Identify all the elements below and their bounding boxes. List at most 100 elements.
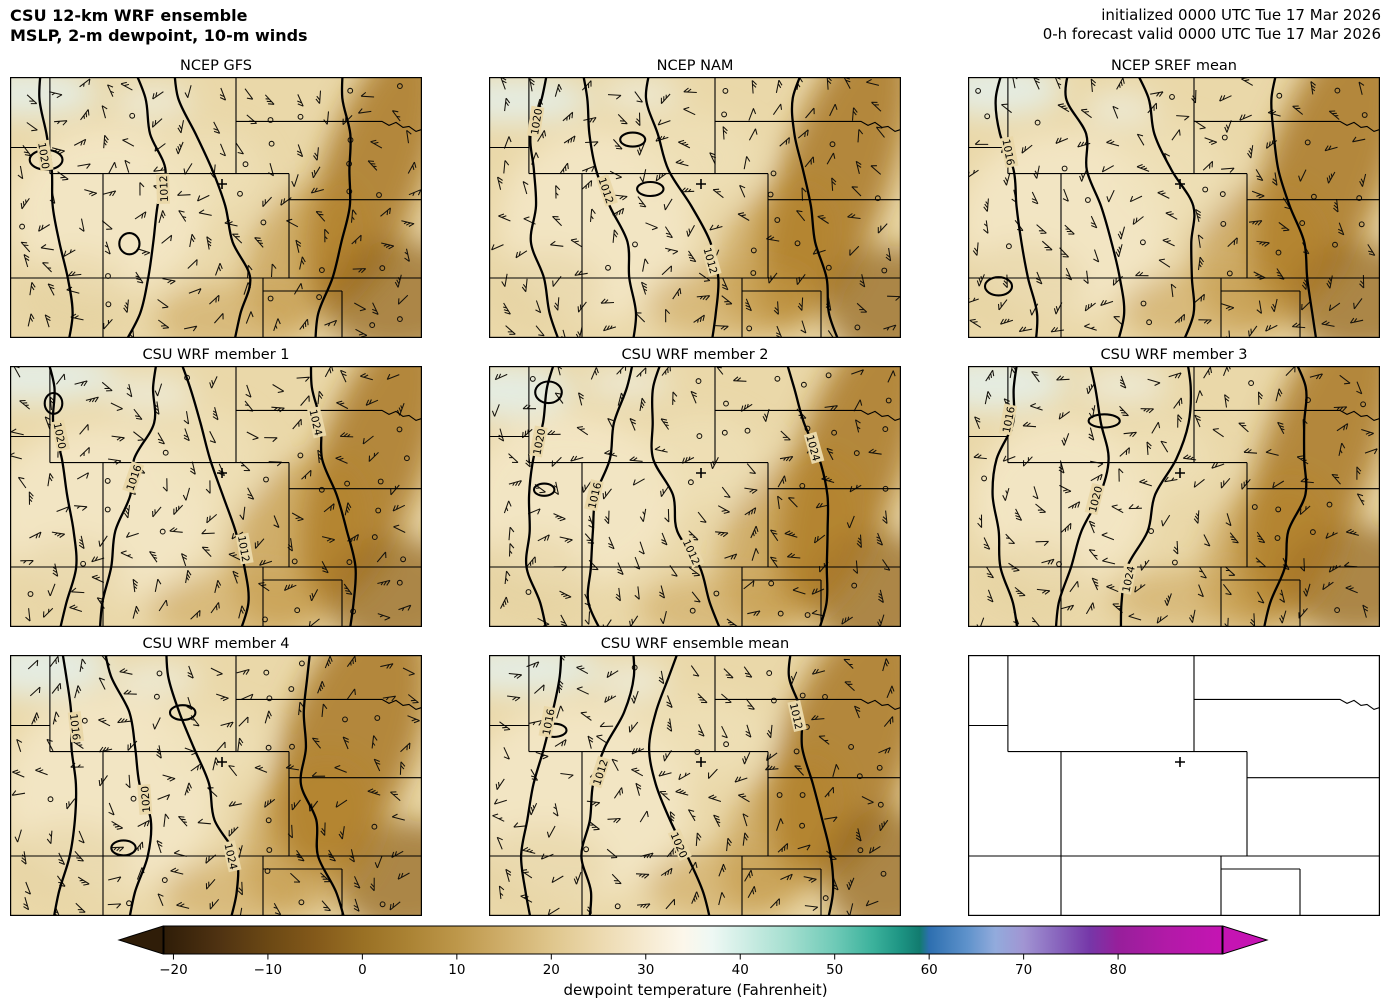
location-marker [1175,756,1185,767]
state-borders-layer [10,76,422,338]
wind-barbs-layer [968,76,1376,338]
isobar-label: 1020 [137,783,153,815]
isobar-label: 1016 [538,705,558,738]
colorbar-gradient-bar [163,925,1222,955]
panel-csu-wrf-member-3: CSU WRF member 3 1016 1020 1024 [968,338,1380,627]
panel-blank-outline [968,627,1380,916]
svg-text:1024: 1024 [221,842,239,871]
panel-frame [968,76,1380,338]
dewpoint-shading-layer [10,365,422,627]
panel-title-csu-wrf-member-3: CSU WRF member 3 [1100,346,1248,363]
svg-text:1020: 1020 [529,108,545,136]
state-borders-layer [968,654,1380,916]
panel-csu-wrf-member-1: CSU WRF member 1 1020 1016 1012 1024 [10,338,422,627]
location-marker [217,467,227,478]
isobar-label: 1020 [51,419,70,452]
state-borders-layer [489,76,901,338]
panel-title-blank [968,627,1380,655]
location-marker [696,467,706,478]
state-borders-layer [968,76,1380,338]
init-info-block: initialized 0000 UTC Tue 17 Mar 2026 0-h… [1043,6,1381,44]
colorbar-tick-label: −20 [159,962,188,978]
location-marker [696,178,706,189]
colorbar-tick-label: 30 [637,962,654,978]
panel-frame [968,654,1380,916]
panel-title-ncep-sref-mean: NCEP SREF mean [1111,57,1237,74]
isobar-label: 1012 [156,173,171,204]
panel-grid: NCEP GFS 1020 1012 NCEP NAM 1020 1012 1012 … [0,49,1391,916]
isobar-label: 1012 [787,699,807,732]
svg-text:1016: 1016 [1001,405,1018,434]
colorbar-tick-label: −10 [253,962,281,978]
map-ncep-gfs: 1020 1012 [10,76,422,338]
state-borders-layer [489,365,901,627]
panel-frame [10,654,422,916]
state-borders-layer [968,365,1380,627]
colorbar-tick-label: 70 [1015,962,1032,978]
dewpoint-shading-layer [10,76,422,338]
valid-time-text: 0-h forecast valid 0000 UTC Tue 17 Mar 2… [1042,25,1381,44]
isobar-contours-layer: 1020 1012 [28,76,352,338]
panel-frame [10,365,422,627]
location-marker [1175,467,1185,478]
map-csu-wrf-member-4: 1016 1020 1024 [10,654,422,916]
wind-barbs-layer [491,365,896,627]
panel-title-csu-wrf-member-4: CSU WRF member 4 [142,635,290,652]
figure-header: CSU 12-km WRF ensemble MSLP, 2-m dewpoin… [0,0,1391,47]
isobar-label: 1020 [529,425,548,458]
colorbar-tick-label: 20 [542,962,559,978]
state-borders-layer [10,365,422,627]
svg-text:1020: 1020 [51,422,68,451]
panel-csu-wrf-member-4: CSU WRF member 4 1016 1020 1024 [10,627,422,916]
colorbar-area: −20 −10 0 10 20 30 40 50 60 70 80 dewpoint tempera… [0,924,1391,999]
svg-text:1020: 1020 [35,142,51,170]
isobar-label: 1012 [235,532,254,565]
location-marker [1175,178,1185,189]
svg-text:1012: 1012 [787,702,805,731]
isobar-label: 1020 [35,139,54,172]
panel-title-ncep-nam: NCEP NAM [656,57,734,74]
isobar-label: 1024 [306,406,327,439]
svg-text:1024: 1024 [1120,565,1137,594]
colorbar-tick-label: 10 [448,962,465,978]
svg-text:1012: 1012 [235,535,252,563]
isobar-label: 1016 [998,403,1018,436]
colorbar-left-arrow [116,925,163,955]
isobar-label: 1016 [67,711,85,743]
panel-frame [489,654,901,916]
figure-title-block: CSU 12-km WRF ensemble MSLP, 2-m dewpoin… [10,6,308,47]
location-marker [217,178,227,189]
colorbar-tick-label: 40 [731,962,748,978]
dewpoint-shading-layer [489,365,901,627]
colorbar-label: dewpoint temperature (Fahrenheit) [563,980,828,999]
panel-frame [489,365,901,627]
panel-frame [489,76,901,338]
colorbar: −20 −10 0 10 20 30 40 50 60 70 80 [116,925,1269,978]
location-marker [696,756,706,767]
isobar-label: 1016 [999,136,1019,168]
title-line-1: CSU 12-km WRF ensemble [10,6,248,25]
panel-ncep-sref-mean: NCEP SREF mean 1016 [968,49,1380,338]
isobar-label: 1024 [221,840,242,873]
panel-title-ncep-gfs: NCEP GFS [179,57,252,74]
panel-title-csu-wrf-member-2: CSU WRF member 2 [621,346,769,363]
panel-title-csu-wrf-member-1: CSU WRF member 1 [142,346,290,363]
dewpoint-shading-layer [10,654,422,916]
wind-barbs-layer [17,78,422,338]
svg-text:1024: 1024 [306,408,324,437]
svg-text:1016: 1016 [541,707,558,736]
colorbar-tick-label: 50 [826,962,843,978]
panel-csu-wrf-ensemble-mean: CSU WRF ensemble mean 1016 1012 1020 1012 [489,627,901,916]
isobar-contours-layer: 1016 [983,76,1318,338]
panel-title-csu-wrf-ensemble-mean: CSU WRF ensemble mean [600,635,790,652]
isobar-label: 1020 [526,105,545,138]
panel-frame [10,76,422,338]
init-time-text: initialized 0000 UTC Tue 17 Mar 2026 [1101,6,1381,24]
